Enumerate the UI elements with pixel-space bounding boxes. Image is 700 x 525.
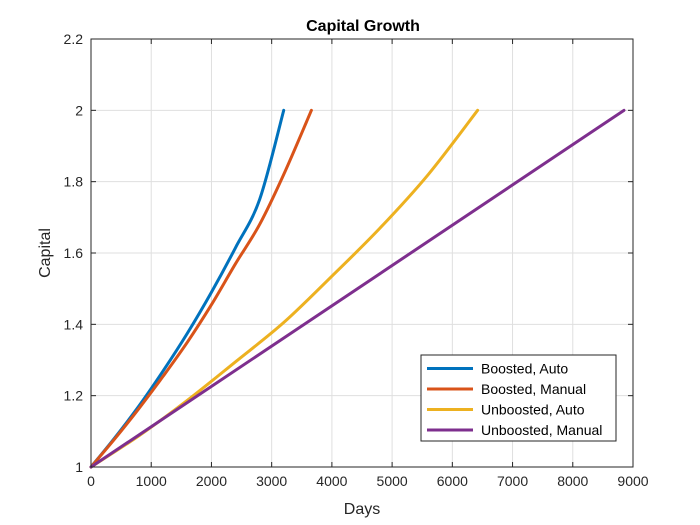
series-line-3 xyxy=(89,108,626,469)
series-layer xyxy=(89,108,626,469)
x-tick-label: 3000 xyxy=(256,473,287,489)
y-tick-label: 2.2 xyxy=(64,31,84,47)
y-tick-label: 1.6 xyxy=(64,245,84,261)
legend-label-2: Unboosted, Auto xyxy=(481,402,585,418)
x-tick-label: 0 xyxy=(87,473,95,489)
x-tick-label: 2000 xyxy=(196,473,227,489)
x-tick-label: 8000 xyxy=(557,473,588,489)
y-tick-label: 1.2 xyxy=(64,388,84,404)
legend-label-0: Boosted, Auto xyxy=(481,361,568,377)
y-tick-label: 1.4 xyxy=(64,316,84,332)
y-tick-label: 1.8 xyxy=(64,174,84,190)
series-line-1 xyxy=(89,108,313,469)
x-tick-label: 9000 xyxy=(617,473,648,489)
x-tick-label: 5000 xyxy=(377,473,408,489)
legend-label-3: Unboosted, Manual xyxy=(481,422,602,438)
chart-title: Capital Growth xyxy=(306,18,420,35)
y-tick-label: 1 xyxy=(75,459,83,475)
ticks xyxy=(90,38,634,468)
x-axis-label: Days xyxy=(344,501,380,518)
grid xyxy=(91,39,633,467)
x-tick-label: 4000 xyxy=(316,473,347,489)
y-tick-label: 2 xyxy=(75,102,83,118)
y-tick-labels: 1 1.2 1.4 1.6 1.8 2 2.2 xyxy=(64,31,84,475)
x-tick-labels: 0 1000 2000 3000 4000 5000 6000 7000 8000 9000 xyxy=(87,473,649,489)
x-tick-label: 6000 xyxy=(437,473,468,489)
x-tick-label: 7000 xyxy=(497,473,528,489)
legend: Boosted, Auto Boosted, Manual Unboosted, A… xyxy=(420,354,617,442)
legend-label-1: Boosted, Manual xyxy=(481,381,586,397)
y-axis-label: Capital xyxy=(37,228,54,278)
x-tick-label: 1000 xyxy=(136,473,167,489)
